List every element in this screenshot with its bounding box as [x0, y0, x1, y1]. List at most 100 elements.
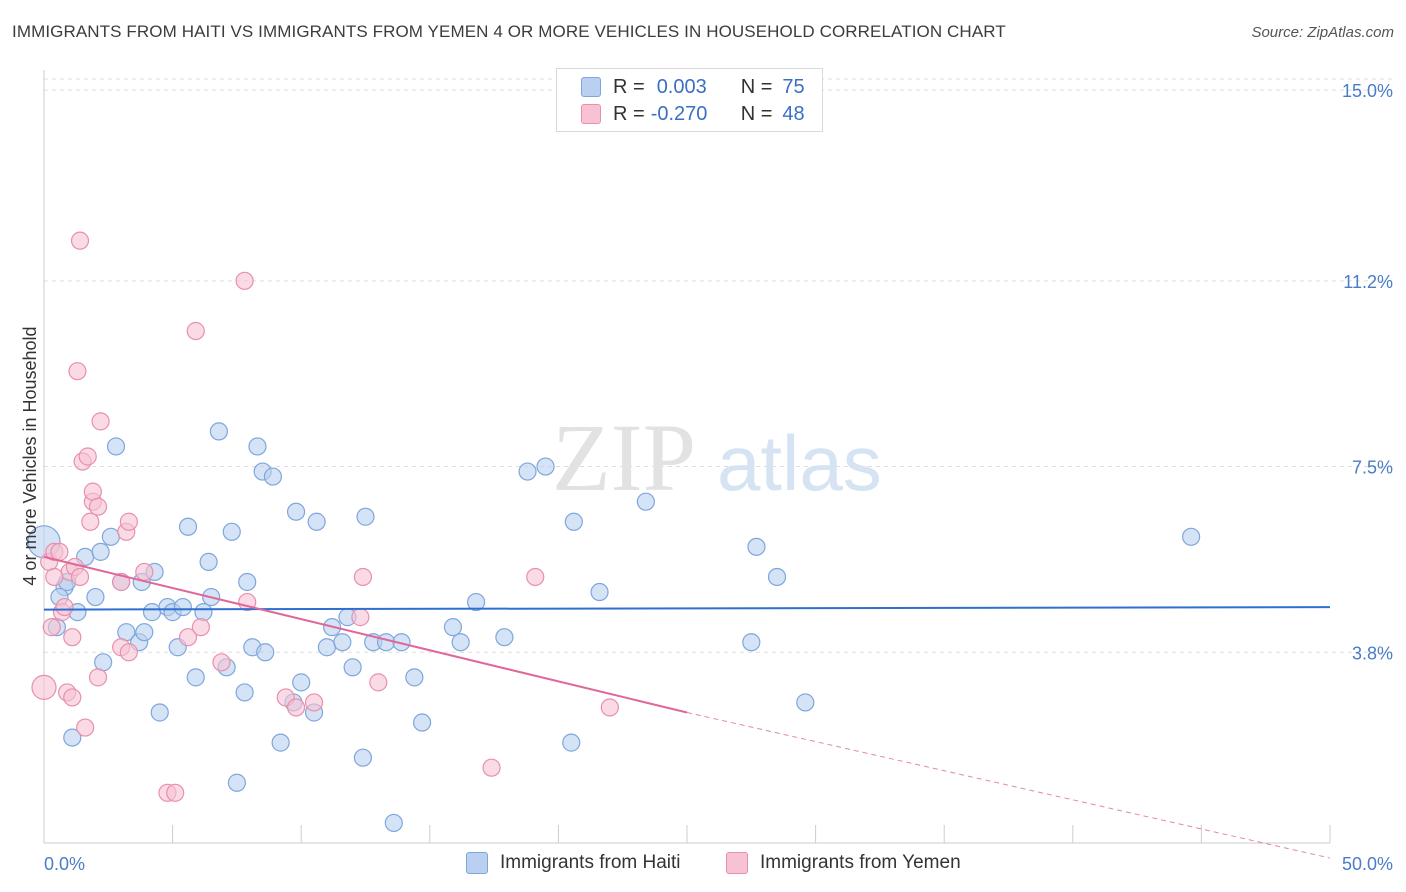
yemen-point — [88, 668, 108, 687]
yemen-swatch-icon — [581, 104, 601, 124]
haiti-point — [199, 552, 218, 572]
yemen-point — [78, 447, 97, 466]
yemen-point — [88, 497, 108, 516]
haiti-point — [186, 668, 205, 687]
haiti-trend-line — [43, 606, 1331, 611]
yemen-point — [119, 512, 138, 531]
haiti-swatch-icon — [581, 77, 601, 97]
haiti-point — [796, 693, 815, 712]
haiti-point — [466, 592, 486, 612]
grid-lines — [44, 78, 1395, 653]
yemen-r-label: R = — [613, 102, 645, 125]
haiti-point — [412, 713, 432, 732]
watermark: ZIP atlas — [552, 404, 882, 511]
yemen-point — [45, 567, 64, 587]
yemen-point — [304, 693, 324, 712]
haiti-n-value: 75 — [782, 75, 805, 98]
y-tick-label: 15.0% — [1342, 81, 1393, 101]
haiti-point — [86, 587, 105, 607]
haiti-point — [91, 542, 110, 561]
haiti-point — [271, 733, 290, 752]
haiti-point — [767, 567, 787, 587]
haiti-point — [742, 633, 761, 652]
chart-title: IMMIGRANTS FROM HAITI VS IMMIGRANTS FROM… — [12, 22, 1006, 41]
haiti-point — [142, 603, 162, 622]
haiti-point — [1182, 527, 1201, 546]
haiti-n-label: N = — [740, 75, 773, 98]
bottom-legend-haiti-label: Immigrants from Haiti — [500, 852, 681, 873]
yemen-point — [68, 362, 87, 381]
bottom-legend-yemen-label: Immigrants from Yemen — [760, 852, 961, 873]
legend-row-yemen: R = -0.270 N = 48 — [581, 101, 805, 127]
haiti-point — [562, 733, 581, 752]
yemen-point — [63, 628, 82, 647]
stats-legend: R = 0.003 N = 75 R = -0.270 N = 48 — [556, 68, 823, 132]
haiti-point — [405, 668, 424, 687]
haiti-point — [343, 658, 362, 677]
haiti-point — [356, 507, 375, 526]
yemen-point — [70, 567, 90, 587]
haiti-point — [173, 597, 192, 617]
haiti-point — [150, 703, 169, 722]
haiti-point — [248, 437, 267, 456]
haiti-point — [286, 502, 306, 521]
axes — [43, 70, 1331, 844]
haiti-point — [178, 517, 198, 536]
yemen-point — [526, 567, 545, 587]
y-tick-label: 7.5% — [1352, 458, 1393, 478]
yemen-point — [369, 673, 388, 692]
haiti-point — [238, 572, 257, 592]
haiti-r-label: R = — [613, 75, 645, 98]
yemen-point — [135, 562, 154, 582]
haiti-point — [536, 457, 555, 476]
yemen-legend-icon — [726, 852, 748, 874]
yemen-point — [212, 653, 231, 672]
haiti-point — [495, 628, 514, 647]
watermark-zip: ZIP — [552, 404, 696, 511]
haiti-point — [94, 653, 113, 672]
haiti-point — [518, 462, 537, 481]
yemen-trend-extension — [686, 712, 1331, 859]
yemen-point — [186, 321, 205, 341]
yemen-point — [353, 567, 373, 587]
yemen-point — [70, 231, 90, 250]
tick-labels: 3.8% 7.5% 11.2% 15.0% 0.0% 50.0% — [44, 81, 1393, 874]
y-tick-label: 3.8% — [1352, 643, 1393, 663]
haiti-point — [292, 673, 311, 692]
source-note: Source: ZipAtlas.com — [1251, 24, 1394, 41]
haiti-point — [256, 643, 275, 662]
y-tick-label: 11.2% — [1343, 272, 1393, 292]
haiti-point — [384, 813, 403, 833]
haiti-point — [636, 492, 655, 511]
haiti-point — [353, 748, 373, 767]
haiti-point — [101, 527, 120, 546]
haiti-point — [307, 512, 326, 531]
haiti-point — [235, 683, 254, 702]
y-axis-title: 4 or more Vehicles in Household — [20, 326, 40, 585]
bottom-legend-haiti: Immigrants from Haiti — [466, 852, 681, 874]
haiti-point — [333, 633, 352, 652]
haiti-point — [451, 633, 470, 652]
yemen-point — [191, 618, 210, 637]
legend-row-haiti: R = 0.003 N = 75 — [581, 74, 805, 100]
haiti-point — [222, 522, 241, 541]
haiti-point — [590, 582, 609, 602]
yemen-point — [76, 718, 95, 737]
yemen-point — [119, 643, 138, 662]
haiti-point — [263, 467, 283, 486]
haiti-point — [135, 623, 154, 642]
yemen-point — [55, 597, 74, 617]
haiti-point — [747, 537, 766, 556]
yemen-point — [235, 271, 254, 290]
yemen-point — [600, 698, 619, 717]
haiti-point — [209, 422, 228, 441]
yemen-point — [42, 618, 61, 637]
yemen-point — [91, 412, 110, 431]
haiti-point — [564, 512, 583, 531]
yemen-point — [31, 674, 57, 700]
haiti-point — [376, 633, 396, 652]
haiti-point — [443, 618, 463, 637]
watermark-atlas: atlas — [717, 419, 882, 507]
yemen-point — [286, 698, 306, 717]
